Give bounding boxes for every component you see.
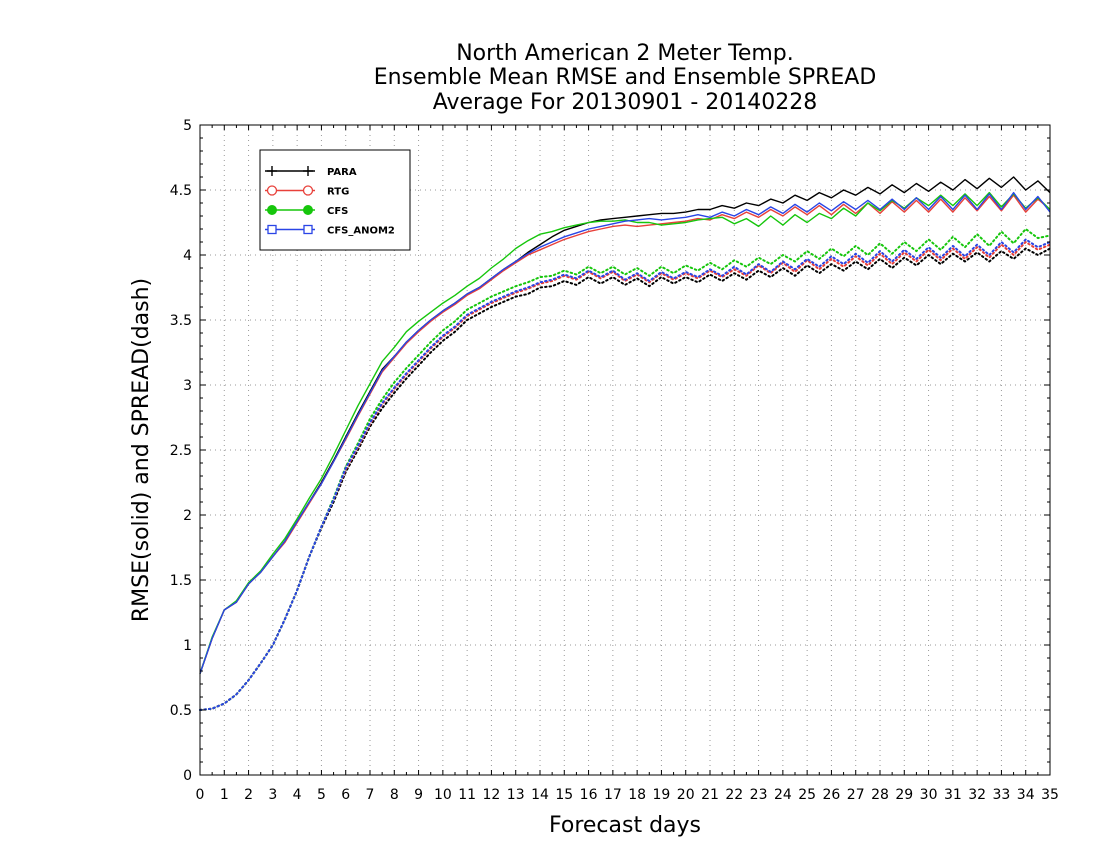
- chart-title-line-3: Average For 20130901 - 20140228: [433, 90, 818, 115]
- x-tick-label: 25: [798, 787, 816, 803]
- chart-title-line-1: North American 2 Meter Temp.: [456, 41, 794, 66]
- x-tick-label: 32: [968, 787, 986, 803]
- x-tick-label: 27: [847, 787, 865, 803]
- x-tick-label: 13: [507, 787, 525, 803]
- y-tick-label: 1.5: [170, 573, 192, 589]
- x-tick-label: 3: [268, 787, 277, 803]
- x-tick-label: 21: [701, 787, 719, 803]
- legend-filled-circle-marker: [267, 205, 277, 215]
- x-tick-label: 16: [580, 787, 598, 803]
- x-tick-label: 17: [604, 787, 622, 803]
- y-tick-label: 4: [183, 248, 192, 264]
- x-tick-label: 35: [1041, 787, 1059, 803]
- series-layer: [199, 176, 1051, 711]
- x-tick-label: 29: [895, 787, 913, 803]
- y-axis: 0 0.5 1 1.5 2 2.5 3 3.5 4 4.5 5: [170, 118, 1050, 784]
- x-tick-label: 30: [920, 787, 938, 803]
- y-tick-label: 5: [183, 118, 192, 134]
- x-tick-label: 0: [196, 787, 205, 803]
- series-line-cfs-spread: [199, 228, 1051, 711]
- x-tick-label: 8: [390, 787, 399, 803]
- x-tick-label: 12: [483, 787, 501, 803]
- legend: PARA RTG CFS CFS_ANOM2: [259, 149, 411, 251]
- legend-square-marker: [303, 224, 313, 235]
- x-tick-label: 19: [653, 787, 671, 803]
- legend-label-cfs-anom2: CFS_ANOM2: [327, 226, 395, 237]
- x-tick-label: 34: [1017, 787, 1035, 803]
- series-line-para: [199, 176, 1051, 674]
- x-tick-label: 6: [341, 787, 350, 803]
- x-tick-label: 14: [531, 787, 549, 803]
- x-tick-label: 20: [677, 787, 695, 803]
- x-tick-label: 9: [414, 787, 423, 803]
- y-tick-label: 0.5: [170, 703, 192, 719]
- x-tick-label: 5: [317, 787, 326, 803]
- x-tick-label: 7: [366, 787, 375, 803]
- series-line-rtg: [199, 194, 1051, 674]
- legend-label-rtg: RTG: [327, 187, 349, 198]
- legend-label-cfs: CFS: [327, 206, 348, 217]
- y-tick-label: 2: [183, 508, 192, 524]
- x-axis-title: Forecast days: [549, 813, 701, 838]
- series-line-para-spread: [199, 247, 1051, 711]
- series-line-cfs-anom2: [199, 191, 1051, 674]
- series-line-cfs: [199, 191, 1051, 674]
- series-line-rtg-spread: [199, 241, 1051, 711]
- x-tick-label: 23: [750, 787, 768, 803]
- legend-square-marker: [267, 224, 277, 235]
- x-tick-label: 2: [244, 787, 253, 803]
- y-tick-label: 1: [183, 638, 192, 654]
- legend-circle-marker: [266, 185, 278, 196]
- x-tick-label: 24: [774, 787, 792, 803]
- chart-title: North American 2 Meter Temp. Ensemble Me…: [374, 41, 877, 115]
- y-tick-label: 3.5: [170, 313, 192, 329]
- x-tick-label: 11: [458, 787, 476, 803]
- x-tick-label: 4: [293, 787, 302, 803]
- y-tick-label: 4.5: [170, 183, 192, 199]
- y-tick-label: 3: [183, 378, 192, 394]
- series-line-cfs-anom2-spread: [199, 238, 1051, 711]
- x-tick-label: 26: [823, 787, 841, 803]
- x-tick-label: 1: [220, 787, 229, 803]
- legend-box: [259, 149, 411, 251]
- x-tick-label: 31: [944, 787, 962, 803]
- x-tick-label: 28: [871, 787, 889, 803]
- y-tick-label: 2.5: [170, 443, 192, 459]
- legend-circle-marker: [302, 185, 314, 196]
- x-tick-label: 33: [993, 787, 1011, 803]
- x-tick-label: 15: [555, 787, 573, 803]
- legend-filled-circle-marker: [303, 205, 313, 215]
- grid-lines: [200, 125, 1050, 775]
- legend-label-para: PARA: [327, 167, 357, 178]
- y-axis-title: RMSE(solid) and SPREAD(dash): [129, 278, 154, 622]
- x-axis: 0 1 2 3 4 5 6 7 8 9 10 11 12 13 14 15 16 17 18 19 20 21 22 23 24…: [196, 125, 1059, 803]
- y-tick-label: 0: [183, 768, 192, 784]
- x-tick-label: 18: [628, 787, 646, 803]
- x-tick-label: 22: [725, 787, 743, 803]
- x-tick-label: 10: [434, 787, 452, 803]
- chart-title-line-2: Ensemble Mean RMSE and Ensemble SPREAD: [374, 65, 877, 90]
